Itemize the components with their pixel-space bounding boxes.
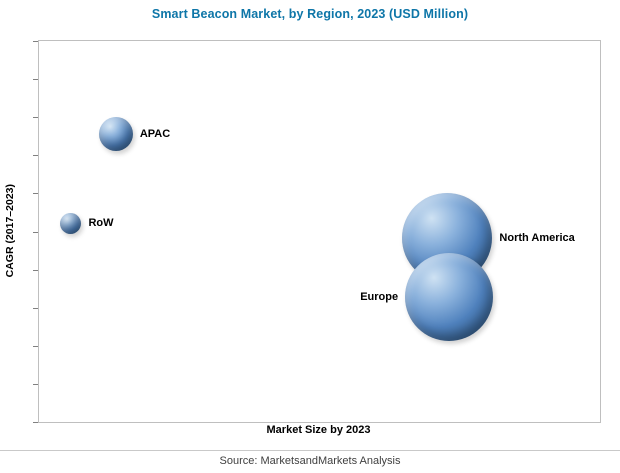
bubble-label-row: RoW	[88, 217, 114, 230]
chart-title: Smart Beacon Market, by Region, 2023 (US…	[151, 7, 469, 21]
y-axis-tick	[33, 117, 38, 119]
y-axis-tick	[33, 383, 38, 385]
y-axis-tick	[33, 269, 38, 271]
bubble-europe	[405, 252, 494, 341]
y-axis-label: CAGR (2017–2023)	[2, 40, 18, 421]
bubble-label-europe: Europe	[360, 290, 399, 303]
y-axis-tick	[33, 345, 38, 347]
y-axis-label-text: CAGR (2017–2023)	[4, 183, 16, 278]
footer-divider	[0, 450, 620, 451]
bubble-label-apac: APAC	[139, 128, 171, 141]
y-axis-tick	[33, 231, 38, 233]
y-axis-tick	[33, 193, 38, 195]
y-axis-tick	[33, 307, 38, 309]
y-axis-tick	[33, 41, 38, 42]
y-axis-tick	[33, 422, 38, 423]
y-axis-tick	[33, 155, 38, 157]
source-note: Source: MarketsandMarkets Analysis	[219, 455, 401, 467]
bubble-apac	[98, 117, 133, 152]
y-axis-tick	[33, 79, 38, 81]
plot-area: APAC RoW North America Europe	[33, 40, 601, 423]
bubble-label-north-america: North America	[499, 232, 575, 245]
x-axis-label: Market Size by 2023	[266, 424, 371, 436]
bubble-row	[60, 212, 82, 234]
